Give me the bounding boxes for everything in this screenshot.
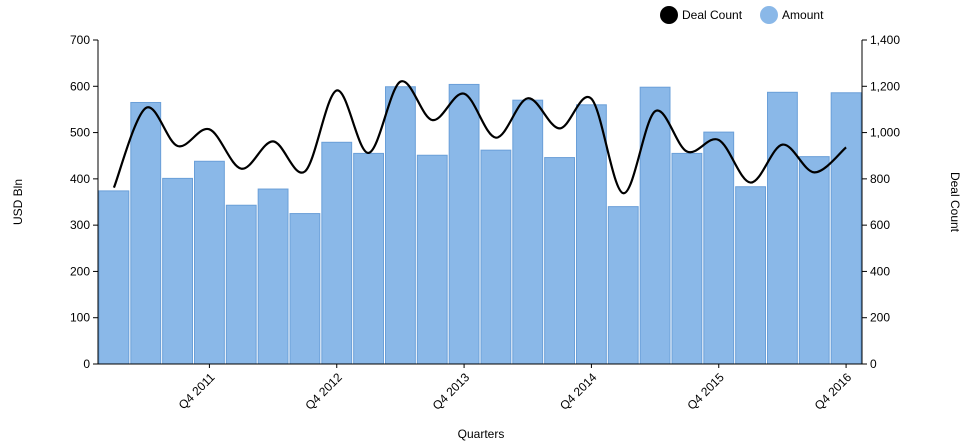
right-y-tick-label-3: 600: [870, 218, 890, 232]
legend-swatch-amount: [760, 6, 779, 24]
right-y-tick-label-5: 1,000: [870, 126, 900, 140]
bar-amount-7: [321, 141, 353, 365]
x-tick-label-4: Q4 2015: [684, 370, 727, 413]
x-tick-label-5: Q4 2016: [812, 370, 855, 413]
right-y-tick-label-4: 800: [870, 172, 890, 186]
right-y-tick-label-1: 200: [870, 311, 890, 325]
left-y-tick-label-4: 400: [70, 172, 90, 186]
left-y-axis-title: USD Bln: [11, 179, 25, 225]
legend: Deal Count Amount: [660, 6, 823, 24]
x-tick-label-1: Q4 2012: [302, 370, 345, 413]
legend-item-amount[interactable]: Amount: [760, 6, 823, 24]
bar-amount-8: [353, 152, 385, 365]
bar-amount-18: [671, 152, 703, 365]
bar-amount-19: [703, 131, 735, 365]
deal-count-line: [112, 80, 847, 195]
bar-amount-2: [162, 177, 193, 365]
bar-amount-22: [798, 156, 830, 365]
bar-amount-10: [416, 154, 448, 365]
left-y-tick-label-7: 700: [70, 33, 90, 47]
bar-amount-9: [385, 86, 416, 365]
bar-amount-12: [480, 149, 512, 365]
x-tick-label-3: Q4 2014: [557, 370, 600, 413]
left-y-tick-label-2: 200: [70, 264, 90, 278]
bar-amount-14: [544, 157, 575, 365]
right-y-tick-label-7: 1,400: [870, 33, 900, 47]
bar-amount-23: [830, 92, 862, 365]
legend-swatch-deal-count: [660, 6, 678, 24]
x-axis-title: Quarters: [458, 427, 505, 441]
x-tick-label-2: Q4 2013: [430, 370, 473, 413]
bar-amount-11: [448, 83, 480, 365]
bar-amount-17: [639, 86, 671, 365]
right-y-tick-label-0: 0: [870, 357, 877, 371]
left-y-tick-label-1: 100: [70, 311, 90, 325]
bar-amount-13: [512, 99, 544, 365]
bar-amount-21: [767, 91, 798, 365]
bar-amount-16: [607, 206, 639, 365]
right-y-tick-label-2: 400: [870, 264, 890, 278]
legend-label-deal-count: Deal Count: [682, 8, 743, 22]
left-y-tick-label-5: 500: [70, 126, 90, 140]
bar-amount-20: [735, 186, 766, 365]
right-y-tick-label-6: 1,200: [870, 79, 900, 93]
left-y-tick-label-6: 600: [70, 79, 90, 93]
legend-item-deal-count[interactable]: Deal Count: [660, 6, 742, 24]
left-y-tick-label-3: 300: [70, 218, 90, 232]
right-y-axis-title: Deal Count: [948, 172, 962, 233]
bar-amount-0: [98, 190, 130, 365]
bar-amount-4: [225, 204, 257, 365]
left-y-tick-label-0: 0: [83, 357, 90, 371]
bar-amount-3: [194, 160, 225, 365]
legend-label-amount: Amount: [782, 8, 824, 22]
bar-amount-15: [576, 104, 607, 365]
bar-amount-5: [257, 188, 289, 365]
bar-amount-6: [289, 213, 321, 365]
x-tick-label-0: Q4 2011: [176, 370, 218, 412]
bar-amount-1: [130, 101, 162, 365]
